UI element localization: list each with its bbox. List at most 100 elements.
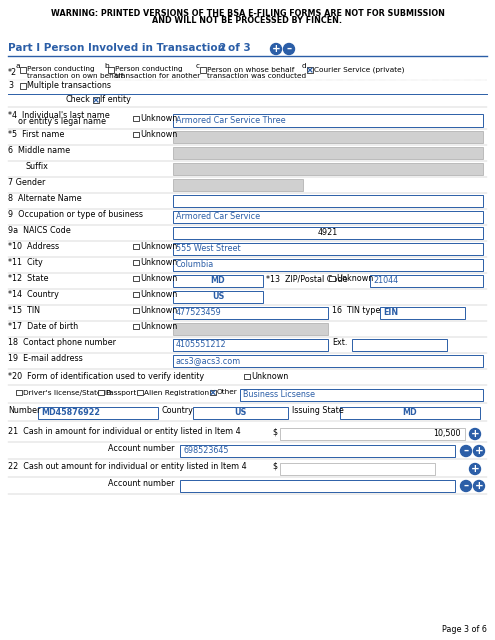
Bar [210,390,216,396]
Text: MD: MD [403,408,417,417]
Text: Issuing State: Issuing State [292,406,344,415]
Text: acs3@acs3.com: acs3@acs3.com [176,356,241,365]
Bar [20,67,26,73]
Text: +: + [471,464,479,474]
Text: Person conducting: Person conducting [27,67,95,72]
Text: $: $ [272,462,277,471]
Text: 4105551212: 4105551212 [176,340,227,349]
Bar [173,211,483,223]
Bar [340,407,480,419]
Text: 6  Middle name: 6 Middle name [8,146,70,155]
Text: 4921: 4921 [318,228,338,237]
Text: of 3: of 3 [228,43,251,53]
Text: 7 Gender: 7 Gender [8,178,46,187]
Text: 2: 2 [218,43,225,53]
Bar [133,324,139,329]
Text: transaction on own behalf: transaction on own behalf [27,72,123,79]
Bar [137,390,143,396]
Text: WARNING: PRINTED VERSIONS OF THE BSA E-FILING FORMS ARE NOT FOR SUBMISSION: WARNING: PRINTED VERSIONS OF THE BSA E-F… [50,9,445,18]
Text: 21044: 21044 [373,276,398,285]
Bar [180,480,455,492]
Text: Unknown: Unknown [140,242,177,251]
Bar [173,163,483,175]
Bar [133,308,139,313]
Text: Unknown: Unknown [336,274,373,283]
Text: Page 3 of 6: Page 3 of 6 [442,625,487,634]
Bar [307,67,313,73]
Text: Alien Registration: Alien Registration [144,390,209,396]
Circle shape [270,44,282,54]
Bar [173,243,483,255]
Bar [16,390,22,396]
Text: Unknown: Unknown [140,274,177,283]
Bar [280,463,435,475]
Bar [93,97,99,103]
Text: 9  Occupation or type of business: 9 Occupation or type of business [8,210,143,219]
Bar [173,179,303,191]
Bar [380,307,465,319]
Text: *17  Date of birth: *17 Date of birth [8,322,78,331]
Text: Courier Service (private): Courier Service (private) [314,67,404,73]
Bar [20,83,26,89]
Text: AND WILL NOT BE PROCESSED BY FINCEN.: AND WILL NOT BE PROCESSED BY FINCEN. [152,16,343,25]
Text: *10  Address: *10 Address [8,242,59,251]
Bar [133,260,139,265]
Bar [173,259,483,271]
Text: Part I Person Involved in Transaction: Part I Person Involved in Transaction [8,43,225,53]
Text: or entity's legal name: or entity's legal name [8,118,106,127]
Text: 698523645: 698523645 [183,446,229,455]
Text: *5  First name: *5 First name [8,130,64,139]
Text: 9a  NAICS Code: 9a NAICS Code [8,226,71,235]
Text: 18  Contact phone number: 18 Contact phone number [8,338,116,347]
Text: Columbia: Columbia [176,260,214,269]
Text: Unknown: Unknown [140,130,177,139]
Text: If entity: If entity [100,95,131,104]
Text: b: b [104,63,108,69]
Bar [173,131,483,143]
Text: a: a [16,63,21,69]
Text: MD45876922: MD45876922 [41,408,100,417]
Text: US: US [234,408,246,417]
Text: 10,500: 10,500 [434,429,461,438]
Text: Other: Other [217,390,238,396]
Text: US: US [212,292,224,301]
Text: +: + [272,44,280,54]
Circle shape [469,429,481,440]
Bar [240,389,483,401]
Text: Check: Check [65,95,90,104]
Bar [180,445,455,457]
Text: *12  State: *12 State [8,274,49,283]
Circle shape [460,445,472,456]
Text: Armored Car Service Three: Armored Car Service Three [176,116,286,125]
Bar [133,132,139,137]
Bar [173,227,483,239]
Circle shape [474,445,485,456]
Text: Country: Country [162,406,194,415]
Text: *2: *2 [8,68,17,77]
Text: MD: MD [211,276,225,285]
Bar [173,339,328,351]
Text: *11  City: *11 City [8,258,43,267]
Text: Driver's license/State ID: Driver's license/State ID [23,390,112,396]
Bar [200,67,206,73]
Text: 8  Alternate Name: 8 Alternate Name [8,194,82,203]
Text: 19  E-mail address: 19 E-mail address [8,354,83,363]
Text: –: – [287,44,292,54]
Bar [193,407,288,419]
Bar [173,275,263,287]
Text: Unknown: Unknown [140,114,177,123]
Bar [38,407,158,419]
Bar [280,428,465,440]
Text: Suffix: Suffix [25,162,48,171]
Text: Passport: Passport [105,390,136,396]
Text: Unknown: Unknown [140,290,177,299]
Bar [173,291,263,303]
Bar [244,374,250,380]
Text: Unknown: Unknown [140,258,177,267]
Text: c: c [196,63,200,69]
Text: *14  Country: *14 Country [8,290,59,299]
Text: $: $ [272,427,277,436]
Text: Armored Car Service: Armored Car Service [176,212,260,221]
Bar [329,276,335,281]
Bar [173,147,483,159]
